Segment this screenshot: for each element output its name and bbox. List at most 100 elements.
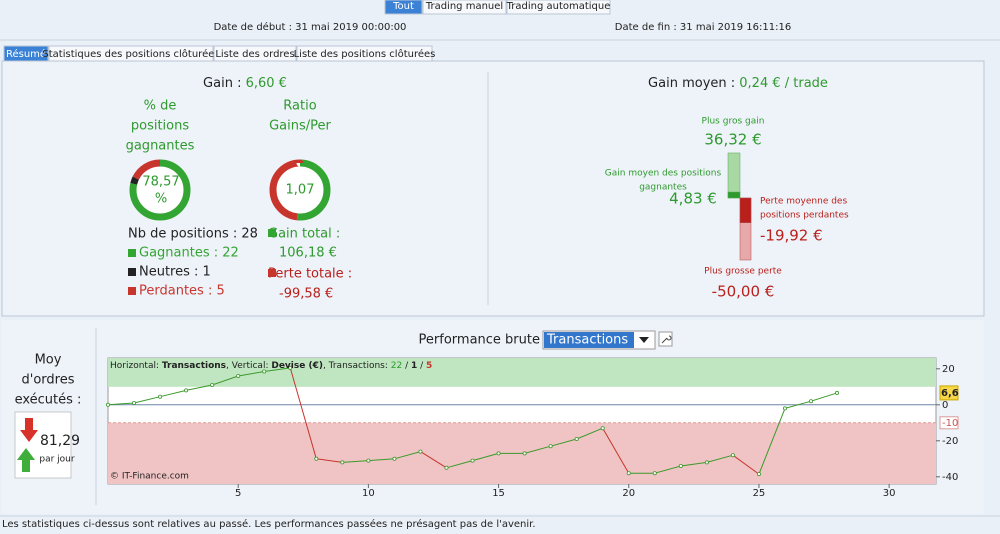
line-segment <box>394 451 421 460</box>
point <box>392 456 397 461</box>
point <box>574 436 579 441</box>
info-part: 5 <box>426 361 432 371</box>
point <box>704 460 709 465</box>
y-tick-label: 0 <box>942 400 948 411</box>
line-segment <box>316 458 343 463</box>
line-segment <box>550 438 577 447</box>
dropdown-arrow[interactable] <box>639 337 649 343</box>
legend-square <box>128 268 136 276</box>
end-date: Date de fin : 31 mai 2019 16:11:16 <box>615 22 791 33</box>
line-segment <box>133 396 161 404</box>
title-line: Ratio <box>283 99 316 114</box>
gain: Gain : 6,60 € <box>203 76 287 91</box>
orders-unit: par jour <box>39 455 75 465</box>
dropdown-value: Transactions <box>546 333 628 348</box>
line-segment <box>264 367 291 372</box>
title-line: gagnantes <box>126 139 195 154</box>
bar-name: Perte moyenne des <box>760 197 847 207</box>
x-tick-label: 15 <box>492 488 505 499</box>
orders-value: 81,29 <box>40 433 80 449</box>
info-part: 22 <box>391 361 402 371</box>
info-part: Devise (€) <box>271 361 323 371</box>
info-part: / <box>417 361 426 371</box>
line-segment <box>107 402 135 406</box>
point <box>626 471 631 476</box>
gain-total: 106,18 € <box>279 246 337 261</box>
line-segment <box>576 427 603 440</box>
credit: © IT-Finance.com <box>110 472 189 482</box>
point <box>158 394 163 399</box>
x-tick-label: 30 <box>883 488 896 499</box>
threshold-box <box>939 416 959 430</box>
sub-tab[interactable] <box>213 45 297 62</box>
line-segment <box>680 461 707 467</box>
donut-hole <box>133 163 187 217</box>
average-bar <box>739 197 752 223</box>
line-segment <box>238 371 265 377</box>
line-segment <box>810 392 838 402</box>
gain-label: Gain : <box>203 76 241 91</box>
donut-segment <box>269 159 331 221</box>
info-part: Transactions <box>162 361 226 371</box>
x-tick-label: 20 <box>622 488 635 499</box>
point <box>366 458 371 463</box>
x-tick-label: 10 <box>362 488 375 499</box>
tab[interactable] <box>422 0 507 15</box>
sub-tab[interactable] <box>3 45 49 62</box>
info-part: , Vertical: <box>226 361 271 371</box>
line-segment <box>472 452 499 462</box>
bar-value: 4,83 € <box>669 190 717 208</box>
y-tick-label: 20 <box>942 364 955 375</box>
point <box>600 426 605 431</box>
tab-label: Trading automatique <box>506 1 611 12</box>
tab[interactable] <box>384 0 423 15</box>
up-arrow <box>17 448 35 472</box>
bar-name: Plus grosse perte <box>704 267 782 277</box>
bar-value: -50,00 € <box>712 283 775 301</box>
line-segment <box>654 465 681 474</box>
gain-total-label: Gain total : <box>268 227 340 242</box>
sub-tab[interactable] <box>48 45 214 62</box>
point <box>835 390 840 395</box>
start-date: Date de début : 31 mai 2019 00:00:00 <box>214 21 407 33</box>
point <box>652 471 657 476</box>
info-part: Horizontal: <box>110 361 162 371</box>
point <box>210 382 215 387</box>
point <box>809 399 814 404</box>
tab-label: Trading manuel <box>425 1 503 12</box>
point <box>418 449 423 454</box>
bar-name: gagnantes <box>639 183 687 193</box>
ratio: 1,07 <box>286 183 315 198</box>
point <box>730 453 735 458</box>
tab[interactable] <box>506 0 611 15</box>
orders-title: exécutés : <box>15 393 82 408</box>
chart-info: Horizontal: Transactions, Vertical: Devi… <box>110 361 432 371</box>
line-segment <box>159 389 187 398</box>
sub-tab-label: Liste des ordres <box>215 49 294 60</box>
line-segment <box>186 384 213 391</box>
current-label: 6,6 <box>941 388 959 399</box>
performance-title: Performance brute <box>419 333 540 348</box>
line-segment <box>732 454 760 475</box>
sub-tab-label: Liste des positions clôturées <box>294 48 436 60</box>
loss-total-label: Perte totale : <box>268 267 352 282</box>
line-segment <box>342 460 369 463</box>
gain-value: 6,60 € <box>246 76 287 91</box>
point <box>444 465 449 470</box>
point <box>496 451 501 456</box>
donut-hole <box>273 163 327 217</box>
line-segment <box>784 400 812 409</box>
bar-value: -19,92 € <box>760 227 823 245</box>
point <box>678 463 683 468</box>
point <box>470 458 475 463</box>
y-tick-label: -20 <box>942 436 958 447</box>
info-part: 1 <box>411 361 417 371</box>
down-arrow <box>20 418 38 442</box>
legend-square <box>268 269 276 277</box>
point <box>132 400 137 405</box>
sub-tab-label: Statistiques des positions clôturées <box>42 48 219 60</box>
sub-tab[interactable] <box>296 45 433 62</box>
zone <box>108 358 936 387</box>
win-pct: 78,57 <box>142 175 179 190</box>
